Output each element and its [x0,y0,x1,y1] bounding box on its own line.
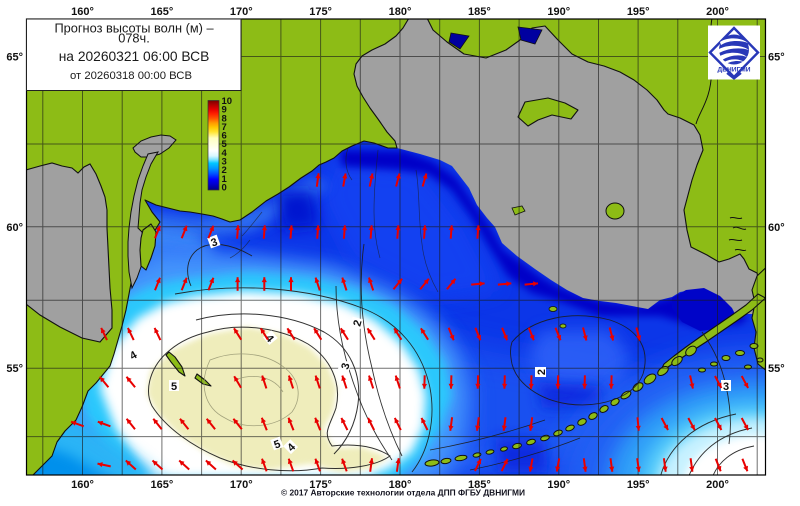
svg-text:165°: 165° [151,6,174,18]
svg-text:185°: 185° [468,6,491,18]
svg-text:160°: 160° [71,6,94,18]
svg-text:195°: 195° [627,6,650,18]
svg-text:на 20260321 06:00 ВСВ: на 20260321 06:00 ВСВ [59,49,210,64]
svg-text:170°: 170° [230,6,253,18]
svg-text:200°: 200° [706,6,729,18]
svg-text:175°: 175° [309,6,332,18]
svg-text:65°: 65° [768,52,785,64]
svg-text:160°: 160° [71,479,94,491]
svg-text:от 20260318 00:00 ВСВ: от 20260318 00:00 ВСВ [70,70,192,82]
svg-text:60°: 60° [6,222,23,234]
svg-text:2: 2 [536,369,548,375]
svg-text:3: 3 [723,381,729,393]
svg-text:0: 0 [222,182,227,193]
svg-text:195°: 195° [627,479,650,491]
svg-text:55°: 55° [768,363,785,375]
svg-text:200°: 200° [706,479,729,491]
svg-text:190°: 190° [547,6,570,18]
svg-text:190°: 190° [547,479,570,491]
svg-text:170°: 170° [230,479,253,491]
svg-text:55°: 55° [6,363,23,375]
svg-text:65°: 65° [6,52,23,64]
svg-text:5: 5 [171,381,177,393]
svg-text:60°: 60° [768,222,785,234]
svg-text:180°: 180° [389,6,412,18]
svg-text:© 2017 Авторские технологии от: © 2017 Авторские технологии отдела ДПП Ф… [281,488,525,498]
svg-text:ДВНИГМИ: ДВНИГМИ [718,67,751,74]
svg-text:165°: 165° [151,479,174,491]
svg-text:078ч.: 078ч. [118,31,150,46]
